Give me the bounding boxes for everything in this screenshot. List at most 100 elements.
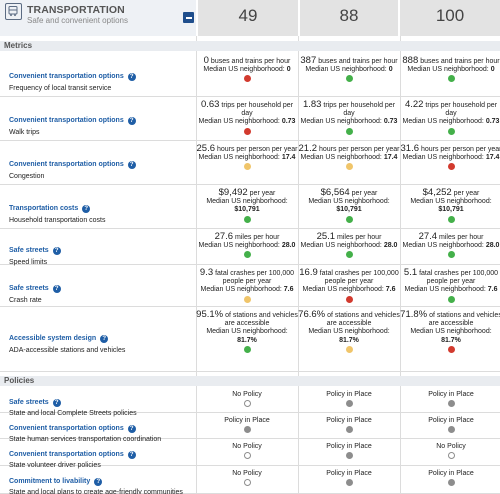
metric-label: Safe streets? Crash rate: [9, 277, 191, 304]
metric-cell: 25.1 miles per hour Median US neighborhoo…: [298, 229, 400, 264]
metric-unit: hours per person per year: [318, 146, 400, 153]
metric-number: $9,492: [218, 187, 248, 198]
policy-row: Convenient transportation options? State …: [0, 413, 500, 443]
metric-label: Convenient transportation options? Freque…: [9, 65, 191, 92]
help-icon[interactable]: ?: [127, 161, 136, 169]
policy-status-indicator: [447, 426, 455, 433]
metric-unit: of stations and vehicles are accessible: [428, 312, 500, 328]
metric-median: Median US neighborhood: 81.7%: [298, 328, 400, 344]
policy-status-indicator: [345, 426, 353, 433]
policy-subtitle: State and local Complete Streets policie…: [9, 410, 137, 417]
policy-label: Convenient transportation options? State …: [9, 417, 191, 443]
policy-row: Convenient transportation options? State …: [0, 439, 500, 469]
metric-value: 387 buses and trains per hour: [298, 56, 400, 66]
median-value: 0: [388, 66, 393, 74]
policy-cell: Policy in Place: [400, 466, 500, 493]
metric-unit: trips per household per day: [323, 102, 396, 118]
metric-category-link[interactable]: Transportation costs: [9, 205, 79, 212]
collapse-icon[interactable]: [183, 12, 194, 23]
median-label: Median US neighborhood:: [402, 242, 484, 250]
metric-row: Safe streets? Crash rate 9.3 fatal crashes…: [0, 265, 500, 307]
score-column-3: 100: [400, 0, 500, 36]
median-value: 28.0: [281, 242, 296, 250]
metric-median: Median US neighborhood: 81.7%: [196, 328, 298, 344]
help-icon[interactable]: ?: [94, 478, 103, 486]
median-label: Median US neighborhood:: [198, 242, 280, 250]
metric-category-link[interactable]: Convenient transportation options: [9, 73, 124, 80]
help-icon[interactable]: ?: [52, 285, 61, 293]
policy-category-link[interactable]: Safe streets: [9, 399, 49, 406]
metric-unit: of stations and vehicles are accessible: [326, 312, 400, 328]
metric-number: 25.6: [196, 143, 216, 154]
metric-cell: 5.1 fatal crashes per 100,000 people per…: [400, 265, 500, 306]
policy-label: Convenient transportation options? State …: [9, 443, 191, 469]
median-value: 28.0: [383, 242, 398, 250]
metric-subtitle: Household transportation costs: [9, 217, 106, 224]
policy-status-indicator: [243, 426, 251, 433]
metric-median: Median US neighborhood: 7.6: [400, 286, 500, 294]
policy-category-link[interactable]: Commitment to livability: [9, 478, 91, 485]
metric-value: 16.9 fatal crashes per 100,000 people pe…: [298, 268, 400, 286]
help-icon[interactable]: ?: [100, 335, 109, 343]
median-label: Median US neighborhood:: [410, 328, 492, 336]
policy-status-text: Policy in Place: [428, 391, 474, 398]
help-icon[interactable]: ?: [127, 451, 136, 459]
help-icon[interactable]: ?: [127, 117, 136, 125]
metric-cell: 27.6 miles per hour Median US neighborhoo…: [196, 229, 298, 264]
policy-category-link[interactable]: Convenient transportation options: [9, 451, 124, 458]
status-indicator-green: [447, 215, 455, 223]
median-label: Median US neighborhood:: [300, 118, 382, 126]
metric-category-link[interactable]: Safe streets: [9, 285, 49, 292]
median-value: $10,791: [336, 206, 362, 214]
median-label: Median US neighborhood:: [302, 286, 384, 294]
metric-unit: fatal crashes per 100,000 people per yea…: [319, 270, 399, 286]
metric-value: 25.1 miles per hour: [298, 232, 400, 242]
metric-cell: $4,252 per year Median US neighborhood: $…: [400, 185, 500, 228]
metric-median: Median US neighborhood: 0.73: [400, 118, 500, 126]
metric-subtitle: Crash rate: [9, 297, 42, 304]
metric-value: 95.1% of stations and vehicles are acces…: [196, 310, 298, 328]
metric-subtitle: Congestion: [9, 173, 45, 180]
score-value: 100: [435, 6, 465, 25]
metric-median: Median US neighborhood: 0: [400, 66, 500, 74]
metric-value: 21.2 hours per person per year: [298, 143, 400, 154]
median-label: Median US neighborhood:: [198, 154, 280, 162]
metric-label: Convenient transportation options? Conges…: [9, 153, 191, 180]
metric-number: 0: [203, 55, 209, 66]
help-icon[interactable]: ?: [82, 205, 91, 213]
metric-cell: 76.6% of stations and vehicles are acces…: [298, 307, 400, 371]
help-icon[interactable]: ?: [127, 73, 136, 81]
metric-unit: per year: [453, 190, 480, 197]
metric-median: Median US neighborhood: 17.4: [298, 154, 400, 162]
metric-category-link[interactable]: Accessible system design: [9, 335, 97, 342]
metric-category-link[interactable]: Convenient transportation options: [9, 117, 124, 124]
metric-cell: 21.2 hours per person per year Median US …: [298, 141, 400, 184]
metric-cell: 4.22 trips per household per day Median U…: [400, 97, 500, 140]
policy-subtitle: State and local plans to create age-frie…: [9, 489, 183, 494]
help-icon[interactable]: ?: [52, 247, 61, 255]
status-indicator-green: [243, 345, 251, 353]
metric-median: Median US neighborhood: 28.0: [298, 242, 400, 250]
policy-cell: Policy in Place: [298, 413, 400, 438]
metric-cell: 1.83 trips per household per day Median U…: [298, 97, 400, 140]
metric-value: 27.6 miles per hour: [196, 232, 298, 242]
median-label: Median US neighborhood:: [308, 328, 390, 336]
policy-cell: Policy in Place: [298, 439, 400, 465]
status-indicator-red: [243, 127, 251, 135]
metric-row: Convenient transportation options? Conges…: [0, 141, 500, 185]
metric-number: 21.2: [298, 143, 318, 154]
status-indicator-yellow: [345, 345, 353, 353]
metric-value: 1.83 trips per household per day: [298, 100, 400, 118]
metric-value: 27.4 miles per hour: [400, 232, 500, 242]
help-icon[interactable]: ?: [52, 399, 61, 407]
policy-category-link[interactable]: Convenient transportation options: [9, 425, 124, 432]
policy-status-text: No Policy: [232, 391, 262, 398]
metric-number: 4.22: [404, 99, 424, 110]
metric-category-link[interactable]: Safe streets: [9, 247, 49, 254]
median-value: 17.4: [485, 154, 500, 162]
status-indicator-yellow: [345, 163, 353, 171]
metric-category-link[interactable]: Convenient transportation options: [9, 161, 124, 168]
policy-status-indicator: [447, 452, 455, 459]
help-icon[interactable]: ?: [127, 425, 136, 433]
policy-status-text: Policy in Place: [428, 417, 474, 424]
